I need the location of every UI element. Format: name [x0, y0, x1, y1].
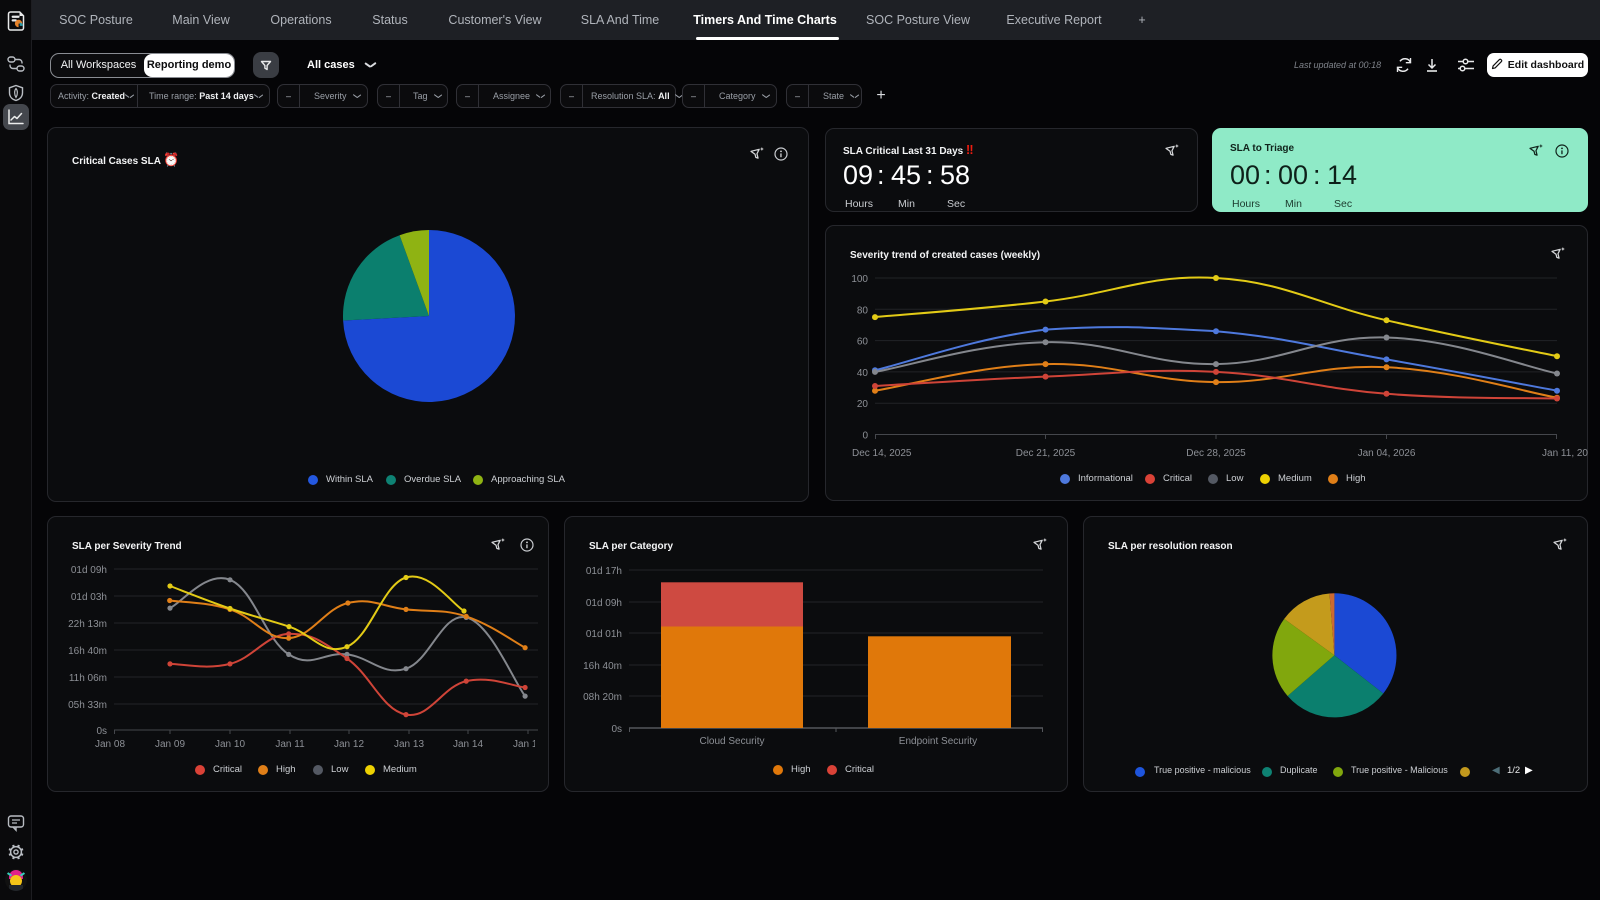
svg-text:22h 13m: 22h 13m [68, 619, 107, 630]
svg-text:Jan 10: Jan 10 [215, 739, 245, 750]
svg-text:80: 80 [857, 305, 869, 316]
svg-text:Jan 12: Jan 12 [334, 739, 364, 750]
svg-text:Dec 21, 2025: Dec 21, 2025 [1016, 448, 1076, 459]
svg-text:0: 0 [862, 431, 868, 442]
svg-text:16h 40m: 16h 40m [68, 646, 107, 657]
svg-text:Jan 15: Jan 15 [513, 739, 543, 750]
svg-text:Jan 08: Jan 08 [95, 739, 125, 750]
svg-text:Jan 04, 2026: Jan 04, 2026 [1358, 448, 1416, 459]
svg-text:Dec 28, 2025: Dec 28, 2025 [1186, 448, 1246, 459]
svg-text:Cloud Security: Cloud Security [699, 736, 764, 747]
svg-text:01d 03h: 01d 03h [71, 592, 107, 603]
svg-text:08h 20m: 08h 20m [583, 692, 622, 703]
svg-text:Jan 11: Jan 11 [275, 739, 305, 750]
svg-text:60: 60 [857, 337, 869, 348]
svg-text:100: 100 [851, 274, 868, 285]
svg-text:01d 17h: 01d 17h [586, 566, 622, 577]
svg-text:Jan 11, 20: Jan 11, 20 [1542, 448, 1588, 459]
svg-text:Jan 13: Jan 13 [394, 739, 424, 750]
svg-text:01d 01h: 01d 01h [586, 629, 622, 640]
svg-text:16h 40m: 16h 40m [583, 661, 622, 672]
svg-text:Jan 14: Jan 14 [453, 739, 483, 750]
svg-text:05h 33m: 05h 33m [68, 700, 107, 711]
svg-text:Endpoint Security: Endpoint Security [899, 736, 977, 747]
svg-text:01d 09h: 01d 09h [71, 565, 107, 576]
svg-text:0s: 0s [96, 726, 107, 737]
svg-text:11h 06m: 11h 06m [69, 673, 107, 684]
svg-text:0s: 0s [611, 724, 622, 735]
svg-text:20: 20 [857, 399, 869, 410]
svg-text:40: 40 [857, 368, 869, 379]
svg-text:Jan 09: Jan 09 [155, 739, 185, 750]
svg-text:01d 09h: 01d 09h [586, 598, 622, 609]
svg-text:Dec 14, 2025: Dec 14, 2025 [852, 448, 912, 459]
